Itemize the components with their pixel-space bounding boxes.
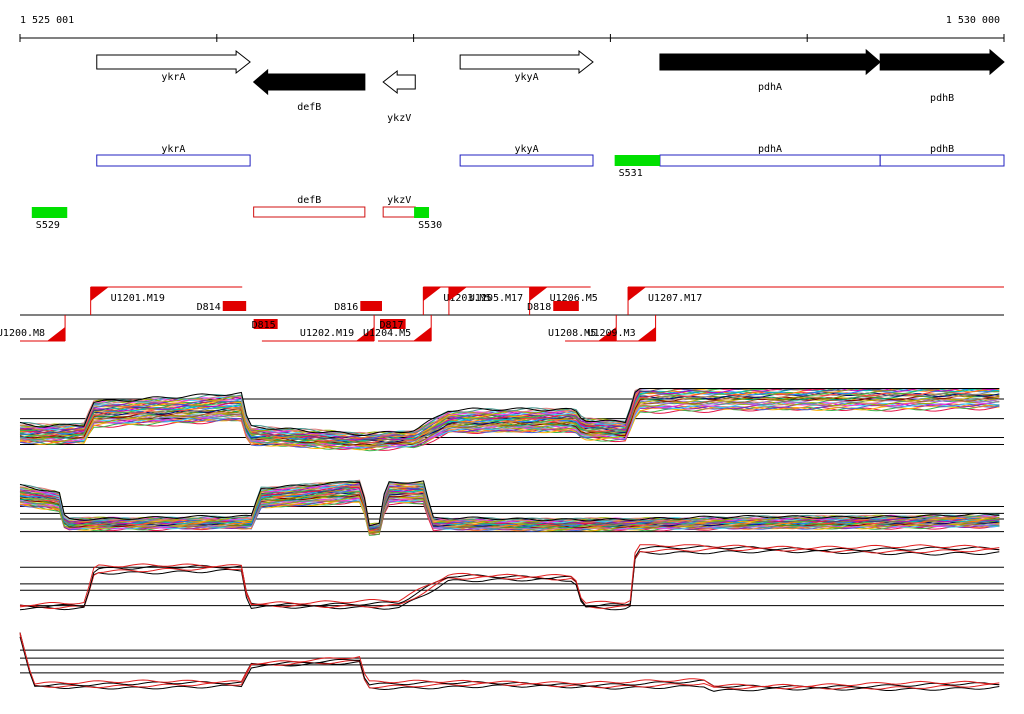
tiling-signal-line bbox=[19, 388, 1000, 441]
tiling-signal-line bbox=[19, 632, 1000, 688]
gene-arrow-defB bbox=[252, 68, 366, 96]
tiling-signal-line bbox=[19, 549, 1000, 611]
transcript-start-flag bbox=[628, 287, 647, 301]
signal-label-S530: S530 bbox=[418, 220, 442, 231]
transcript-label-U1209.M3: U1209.M3 bbox=[587, 328, 635, 339]
downstream-label-D816: D816 bbox=[334, 302, 358, 313]
tiling-signal-line bbox=[19, 545, 1000, 608]
signal-block-S529 bbox=[31, 207, 68, 218]
cds-label-pdhA: pdhA bbox=[758, 144, 782, 155]
transcript-label-U1204.M5: U1204.M5 bbox=[363, 328, 411, 339]
tiling-signal-line bbox=[19, 398, 1000, 447]
end-coordinate-label: 1 530 000 bbox=[946, 15, 1000, 26]
transcript-label-U1206.M5: U1206.M5 bbox=[550, 293, 598, 304]
gene-label-pdhA: pdhA bbox=[758, 82, 782, 93]
signal-block-S531 bbox=[614, 155, 660, 166]
tiling-signal-line bbox=[19, 388, 1000, 436]
downstream-label-D815: D815 bbox=[252, 320, 276, 331]
signal-track: S529 S530 S531 bbox=[31, 155, 660, 231]
transcript-end-flag bbox=[598, 327, 617, 341]
transcript-label-U1205.M17: U1205.M17 bbox=[469, 293, 523, 304]
tiling-signal-line bbox=[19, 404, 1000, 452]
gene-arrow-ykyA bbox=[459, 49, 594, 75]
gene-label-defB: defB bbox=[297, 102, 321, 113]
tiling-signal-line bbox=[19, 480, 1000, 527]
gene-label-ykyA: ykyA bbox=[515, 72, 539, 83]
tiling-panel-2 bbox=[19, 479, 1004, 536]
ruler-ticks bbox=[19, 34, 1005, 42]
transcript-label-U1208.M5: U1208.M5 bbox=[548, 328, 596, 339]
gene-label-ykzV: ykzV bbox=[387, 113, 411, 124]
tiling-signal-line bbox=[19, 544, 1000, 607]
transcript-end-flag bbox=[637, 327, 656, 341]
tiling-panel-4 bbox=[19, 632, 1004, 692]
downstream-mark-D816 bbox=[360, 301, 382, 311]
gene-label-ykrA: ykrA bbox=[161, 72, 185, 83]
cds-label-ykzV: ykzV bbox=[387, 195, 411, 206]
transcript-label-U1203.M5: U1203.M5 bbox=[443, 293, 491, 304]
transcript-label-U1201.M19: U1201.M19 bbox=[111, 293, 165, 304]
transcript-end-flag bbox=[413, 327, 432, 341]
start-coordinate-label: 1 525 001 bbox=[20, 15, 74, 26]
tiling-signal-line bbox=[19, 634, 1000, 690]
tiling-panel-1 bbox=[19, 388, 1004, 452]
signal-label-S531: S531 bbox=[619, 168, 643, 179]
downstream-mark-D815 bbox=[253, 319, 278, 329]
coordinate-ruler: 1 525 001 1 530 000 bbox=[19, 15, 1005, 42]
cds-label-ykrA: ykrA bbox=[161, 144, 185, 155]
gene-arrow-ykrA bbox=[96, 49, 251, 75]
cds-box-pdhB bbox=[879, 154, 1005, 167]
gene-arrow-pdhA bbox=[659, 48, 881, 76]
cds-label-ykyA: ykyA bbox=[515, 144, 539, 155]
transcript-end-flag bbox=[47, 327, 66, 341]
cds-track: ykrA ykyA pdhA pdhB defB ykzV bbox=[96, 144, 1005, 218]
tiling-signal-line bbox=[19, 632, 1000, 689]
transcript-start-flag bbox=[448, 287, 467, 301]
transcript-start-flag bbox=[423, 287, 442, 301]
transcript-label-U1207.M17: U1207.M17 bbox=[648, 293, 702, 304]
gene-label-pdhB: pdhB bbox=[930, 93, 954, 104]
tiling-signal-line bbox=[19, 480, 1000, 528]
downstream-mark-D818 bbox=[553, 301, 579, 311]
gene-arrow-pdhB bbox=[879, 48, 1005, 76]
tiling-signal-line bbox=[19, 402, 1000, 449]
tiling-tracks bbox=[19, 388, 1004, 692]
tiling-signal-line bbox=[19, 547, 1000, 609]
downstream-mark-D814 bbox=[222, 301, 247, 311]
cds-box-ykzV bbox=[382, 206, 416, 218]
cds-box-defB bbox=[253, 206, 366, 218]
signal-label-S529: S529 bbox=[36, 220, 60, 231]
gene-track: ykrA defB ykzV ykyA pdhA pdhB bbox=[96, 48, 1005, 124]
transcript-label-U1200.M8: U1200.M8 bbox=[0, 328, 45, 339]
cds-box-pdhA bbox=[659, 154, 881, 167]
cds-box-ykrA bbox=[96, 154, 251, 167]
downstream-label-D818: D818 bbox=[527, 302, 551, 313]
transcript-end-flag bbox=[356, 327, 375, 341]
cds-label-pdhB: pdhB bbox=[930, 144, 954, 155]
transcript-label-U1202.M19: U1202.M19 bbox=[300, 328, 354, 339]
transcript-start-flag bbox=[90, 287, 109, 301]
cds-label-defB: defB bbox=[297, 195, 321, 206]
downstream-label-D817: D817 bbox=[380, 320, 404, 331]
downstream-label-D814: D814 bbox=[197, 302, 221, 313]
gene-arrow-ykzV bbox=[382, 69, 416, 95]
transcript-start-flag bbox=[529, 287, 548, 301]
downstream-mark-D817 bbox=[380, 319, 406, 329]
cds-box-ykyA bbox=[459, 154, 594, 167]
signal-block-S530 bbox=[414, 207, 430, 218]
tiling-panel-3 bbox=[19, 544, 1004, 611]
